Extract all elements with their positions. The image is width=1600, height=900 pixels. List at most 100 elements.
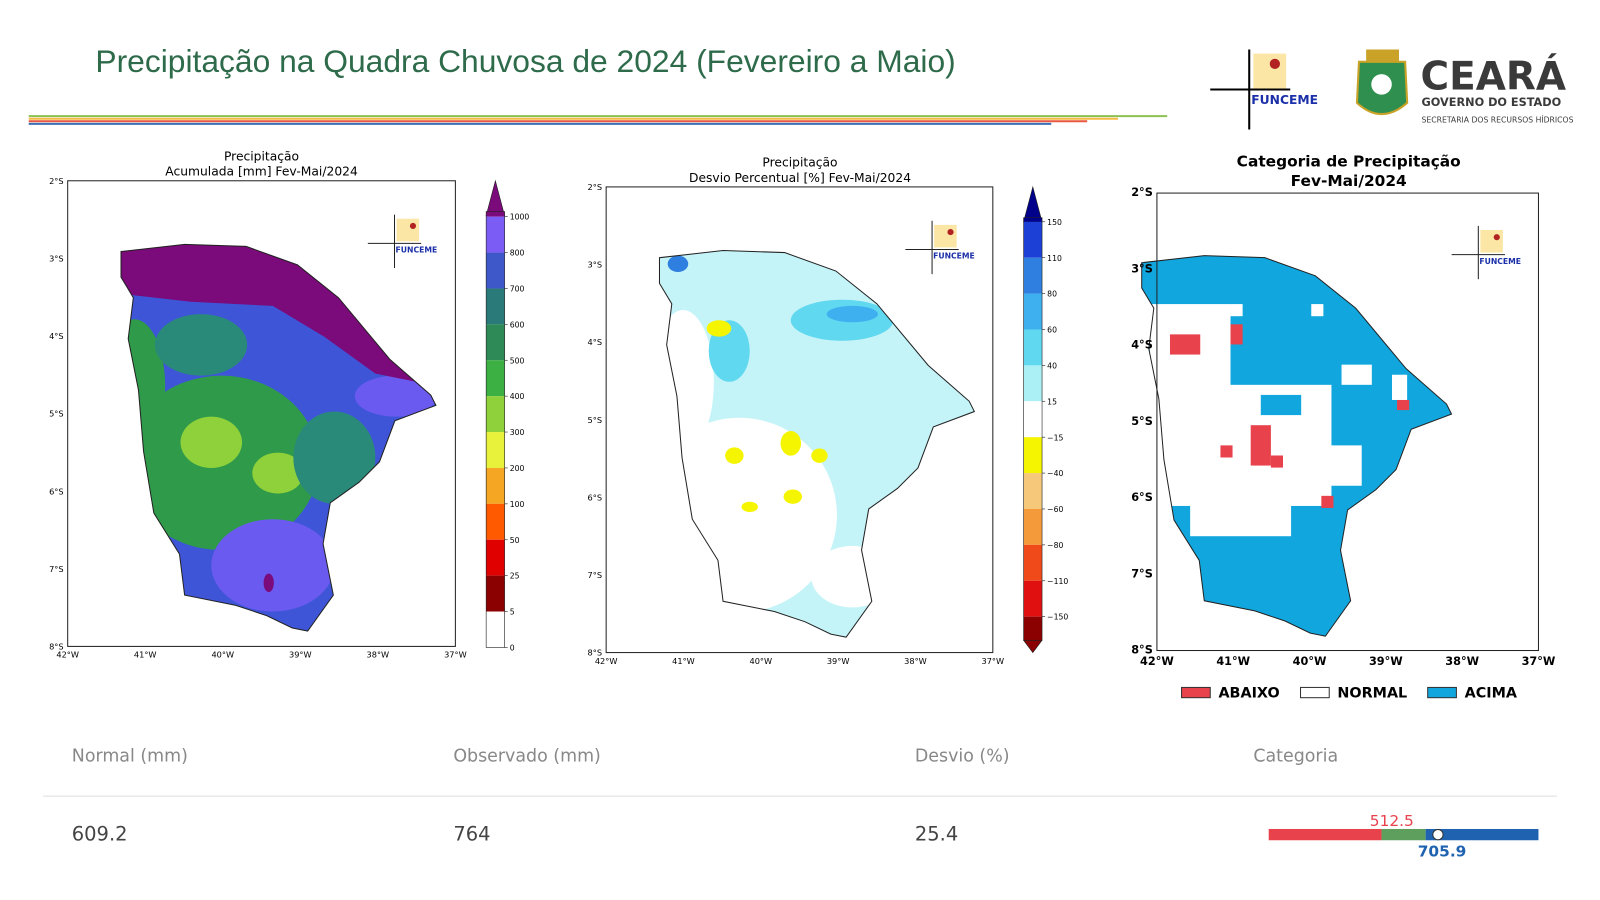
lon-label: 40°W: [211, 650, 234, 660]
lon-label: 42°W: [595, 656, 618, 666]
upper-threshold: 705.9: [1418, 843, 1467, 861]
lon-label: 39°W: [827, 656, 850, 666]
colorbar-label: −15: [1047, 433, 1063, 442]
legend-label: ABAIXO: [1218, 686, 1279, 702]
government-text: GOVERNO DO ESTADO: [1422, 96, 1562, 109]
map-title: Acumulada [mm] Fev-Mai/2024: [165, 165, 358, 179]
lat-label: 3°S: [1131, 262, 1153, 275]
lon-label: 38°W: [904, 656, 927, 666]
colorbar-segment: [486, 396, 505, 433]
lat-label: 5°S: [588, 415, 603, 425]
colorbar-label: 25: [510, 572, 520, 581]
colorbar-segment: [1023, 616, 1043, 641]
colorbar-frame: [1023, 217, 1043, 641]
colorbar-segment: [486, 467, 505, 504]
watermark-dot: [947, 228, 954, 236]
table-header: Categoria: [1253, 746, 1338, 766]
map-title: Fev-Mai/2024: [1291, 172, 1407, 190]
table-header: Observado (mm): [453, 746, 601, 766]
colorbar-label: 700: [510, 285, 525, 294]
map-title: Desvio Percentual [%] Fev-Mai/2024: [689, 171, 911, 185]
colorbar-frame: [485, 211, 505, 648]
colorbar-segment: [1023, 365, 1043, 402]
map-title: Precipitação: [762, 155, 837, 169]
colorbar-segment: [486, 360, 505, 397]
colorbar-label: 150: [1047, 218, 1062, 227]
colorbar-segment: [1023, 437, 1043, 474]
watermark-dot: [409, 222, 417, 229]
colorbar-arrow: [1023, 185, 1043, 223]
colorbar-segment: [1023, 221, 1043, 258]
watermark-square: [1480, 229, 1503, 253]
header-stripes: [28, 115, 1168, 125]
watermark-dot: [1493, 234, 1500, 241]
page-title: Precipitação na Quadra Chuvosa de 2024 (…: [95, 43, 955, 79]
colorbar-segment: [486, 288, 505, 325]
lon-label: 40°W: [750, 656, 773, 666]
map-title: Categoria de Precipitação: [1237, 152, 1461, 170]
colorbar-segment: [486, 575, 505, 612]
colorbar-segment: [1023, 217, 1043, 222]
funceme-text: FUNCEME: [1251, 93, 1318, 107]
table-cell: 25.4: [915, 822, 958, 845]
lat-label: 8°S: [1131, 644, 1153, 657]
map-frame: [1156, 192, 1539, 652]
colorbar-label: 200: [510, 464, 525, 473]
colorbar-segment: [486, 324, 505, 361]
lat-label: 4°S: [49, 331, 64, 341]
funceme-logo: FUNCEME: [1210, 49, 1318, 130]
category-legend: ABAIXO NORMAL ACIMA: [1181, 686, 1518, 702]
lon-label: 38°W: [1445, 655, 1479, 668]
watermark-text: FUNCEME: [396, 246, 438, 255]
bar-below: [1268, 828, 1382, 841]
colorbar-label: 800: [510, 249, 525, 258]
lat-label: 6°S: [588, 492, 603, 502]
lon-label: 41°W: [134, 650, 157, 660]
lat-label: 2°S: [49, 176, 64, 186]
colorbar-label: 1000: [510, 213, 530, 222]
lat-label: 7°S: [49, 564, 64, 574]
lat-label: 4°S: [1131, 339, 1153, 352]
colorbar-segment: [486, 216, 505, 253]
colorbar-segment: [1023, 473, 1043, 509]
lat-label: 8°S: [588, 648, 603, 658]
colorbar-label: −40: [1047, 469, 1063, 478]
lat-label: 7°S: [588, 570, 603, 580]
legend-label: NORMAL: [1337, 686, 1407, 702]
colorbar-segment: [1023, 401, 1043, 438]
lon-label: 41°W: [1216, 655, 1250, 668]
colorbar-label: 300: [510, 428, 525, 437]
map-frame: [605, 186, 994, 654]
colorbar-segment: [1023, 329, 1043, 366]
colorbar-label: −80: [1047, 541, 1063, 550]
colorbar-label: 100: [510, 500, 525, 509]
colorbar-label: 600: [510, 320, 525, 329]
map-frame: [67, 180, 456, 647]
lat-label: 7°S: [1131, 567, 1153, 580]
colorbar-arrow: [1022, 639, 1043, 654]
watermark-square: [396, 218, 420, 242]
lon-label: 37°W: [444, 650, 467, 660]
summary-table: Normal (mm) Observado (mm) Desvio (%) Ca…: [43, 746, 1557, 861]
watermark-text: FUNCEME: [933, 252, 975, 261]
lat-label: 2°S: [1131, 186, 1153, 199]
secretariat-text: SECRETARIA DOS RECURSOS HÍDRICOS: [1422, 115, 1574, 124]
colorbar-label: 15: [1047, 397, 1057, 406]
colorbar-segment: [486, 252, 505, 289]
watermark-text: FUNCEME: [1479, 257, 1521, 266]
state-name: CEARÁ: [1421, 52, 1567, 99]
lat-label: 3°S: [49, 253, 64, 263]
lat-label: 2°S: [588, 182, 603, 192]
lon-label: 38°W: [367, 650, 390, 660]
colorbar-label: 500: [510, 356, 525, 365]
lat-label: 4°S: [588, 337, 603, 347]
colorbar-label: 5: [510, 608, 515, 617]
table-cell: 609.2: [72, 822, 128, 845]
colorbar-segment: [486, 432, 505, 468]
table-header: Desvio (%): [915, 746, 1010, 766]
table-cell: 764: [453, 822, 490, 845]
lon-label: 39°W: [1369, 655, 1403, 668]
colorbar-label: 80: [1047, 290, 1057, 299]
table-header: Normal (mm): [72, 746, 188, 766]
